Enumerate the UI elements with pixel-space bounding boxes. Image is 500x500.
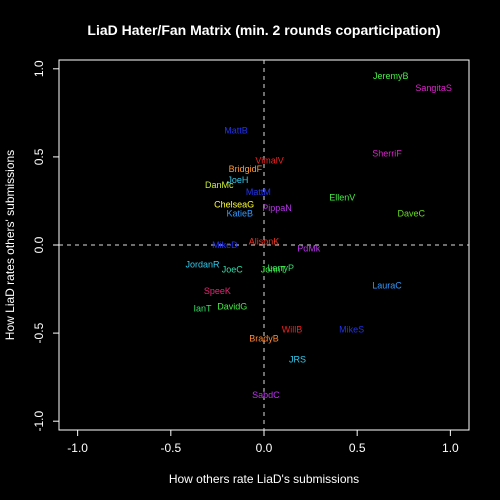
point-label-alisonk: AlisonK bbox=[249, 236, 280, 246]
x-tick-label: 0.5 bbox=[349, 441, 366, 455]
data-points: JeremyB SangitaS MattB SherriF VimalVBridgid… bbox=[185, 71, 451, 400]
point-label-davec: DaveC bbox=[397, 208, 425, 218]
point-label-joec: JoeC bbox=[222, 265, 244, 275]
x-tick-label: 0.0 bbox=[256, 441, 273, 455]
point-label-chelseag: ChelseaG bbox=[214, 199, 254, 209]
axes: -1.0 -0.5 0.0 0.5 1.0 -1.0 -0.5 0.0 0.5 1.0 bbox=[32, 60, 459, 455]
point-label-johnt: JohnT bbox=[261, 265, 287, 275]
point-label-laurac: LauraC bbox=[372, 281, 402, 291]
point-label-jordanr: JordanR bbox=[185, 259, 220, 269]
point-label-iant: IanT bbox=[193, 303, 212, 313]
point-label-katieb: KatieB bbox=[227, 208, 254, 218]
point-label-vimalv: VimalV bbox=[255, 155, 283, 165]
point-label-sabdc: SabdC bbox=[252, 390, 280, 400]
point-label-sangitas: SangitaS bbox=[415, 83, 452, 93]
point-label-sherrif: SherriF bbox=[372, 148, 402, 158]
point-label-bridgidf: BridgidF bbox=[229, 164, 263, 174]
point-label-pippan: PippaN bbox=[262, 203, 292, 213]
y-tick-label: 0.0 bbox=[32, 236, 46, 253]
reference-lines bbox=[59, 60, 469, 430]
y-tick-label: 0.5 bbox=[32, 148, 46, 165]
point-label-mattm: MattM bbox=[246, 187, 271, 197]
x-tick-label: 1.0 bbox=[442, 441, 459, 455]
y-tick-label: 1.0 bbox=[32, 60, 46, 77]
chart-title: LiaD Hater/Fan Matrix (min. 2 rounds cop… bbox=[87, 22, 440, 38]
point-label-davidg: DavidG bbox=[217, 302, 247, 312]
point-label-joeh: JoeH bbox=[227, 175, 248, 185]
point-label-jrs: JRS bbox=[289, 355, 306, 365]
point-label-danmc: DanMc bbox=[205, 180, 234, 190]
x-tick-label: -0.5 bbox=[160, 441, 181, 455]
point-label-jeremyb: JeremyB bbox=[373, 71, 409, 81]
point-label-ellenv: EllenV bbox=[329, 192, 355, 202]
point-label-bradyb: BradyB bbox=[249, 333, 279, 343]
point-label-larryp: LarryP bbox=[268, 263, 295, 273]
point-label-mikes: MikeS bbox=[339, 325, 364, 335]
point-label-mattb: MattB bbox=[224, 125, 248, 135]
point-label-pdmk: PdMk bbox=[297, 244, 321, 254]
point-label-miked: MikeD bbox=[212, 240, 238, 250]
y-tick-label: -1.0 bbox=[32, 411, 46, 432]
y-tick-label: -0.5 bbox=[32, 322, 46, 343]
point-label-speek: SpeeK bbox=[204, 286, 231, 296]
x-tick-label: -1.0 bbox=[67, 441, 88, 455]
y-axis-label: How LiaD rates others' submissions bbox=[3, 150, 17, 340]
x-axis-label: How others rate LiaD's submissions bbox=[169, 472, 359, 486]
point-label-willb: WillB bbox=[282, 325, 303, 335]
